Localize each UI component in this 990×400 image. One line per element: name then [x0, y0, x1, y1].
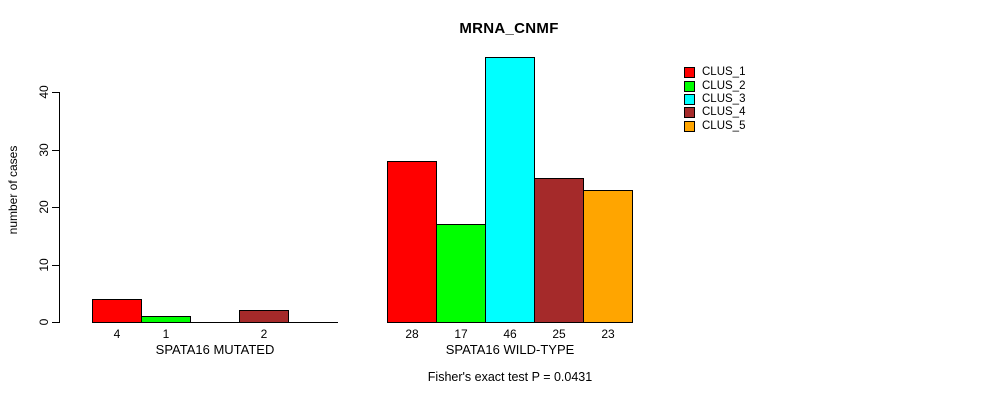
legend-swatch-clus_4 [684, 107, 695, 119]
bar-clus_1-group0 [92, 299, 142, 323]
y-axis-tick [52, 322, 59, 323]
legend-label: CLUS_5 [702, 119, 746, 132]
bar-clus_5-group1 [583, 190, 633, 323]
legend-item-clus_3: CLUS_3 [684, 93, 745, 106]
chart-title: MRNA_CNMF [459, 20, 559, 37]
legend-swatch-clus_2 [684, 80, 695, 92]
bar-value-label: 17 [454, 327, 468, 341]
legend: CLUS_1 CLUS_2 CLUS_3 CLUS_4 CLUS_5 [684, 66, 745, 133]
y-axis-tick-label: 0 [37, 318, 51, 326]
y-axis-label: number of cases [6, 145, 20, 235]
bar-value-label: 25 [552, 327, 566, 341]
y-axis-line [59, 92, 60, 323]
y-axis-tick [52, 92, 59, 93]
bar-value-label: 28 [405, 327, 419, 341]
bar-value-label: 1 [162, 327, 170, 341]
group-label-mutated: SPATA16 MUTATED [155, 342, 275, 357]
bar-clus_3-group1 [485, 57, 535, 323]
y-axis-tick [52, 265, 59, 266]
bar-clus_2-group0 [141, 316, 191, 323]
legend-label: CLUS_3 [702, 92, 746, 105]
bar-value-label: 46 [503, 327, 517, 341]
bar-clus_4-group1 [534, 178, 584, 323]
legend-item-clus_1: CLUS_1 [684, 66, 745, 79]
y-axis-tick-label: 40 [37, 85, 51, 99]
y-axis-tick [52, 150, 59, 151]
legend-item-clus_4: CLUS_4 [684, 106, 745, 119]
legend-label: CLUS_4 [702, 106, 746, 119]
legend-swatch-clus_1 [684, 67, 695, 79]
y-axis-tick [52, 207, 59, 208]
group-label-wildtype: SPATA16 WILD-TYPE [445, 342, 575, 357]
bar-value-label: 2 [260, 327, 268, 341]
legend-label: CLUS_2 [702, 79, 746, 92]
bar-clus_3-group0-zero [190, 322, 240, 323]
y-axis-tick-label: 30 [37, 143, 51, 157]
bar-value-label: 4 [113, 327, 121, 341]
bar-clus_2-group1 [436, 224, 486, 323]
legend-swatch-clus_3 [684, 93, 695, 105]
legend-swatch-clus_5 [684, 120, 695, 132]
fisher-test-annotation: Fisher's exact test P = 0.0431 [427, 370, 593, 384]
bar-clus_4-group0 [239, 310, 289, 323]
bar-clus_1-group1 [387, 161, 437, 323]
bar-value-label: 23 [601, 327, 615, 341]
y-axis-tick-label: 20 [37, 200, 51, 214]
legend-item-clus_2: CLUS_2 [684, 79, 745, 92]
bar-clus_5-group0-zero [288, 322, 338, 323]
legend-label: CLUS_1 [702, 66, 746, 79]
y-axis-tick-label: 10 [37, 258, 51, 272]
legend-item-clus_5: CLUS_5 [684, 120, 745, 133]
